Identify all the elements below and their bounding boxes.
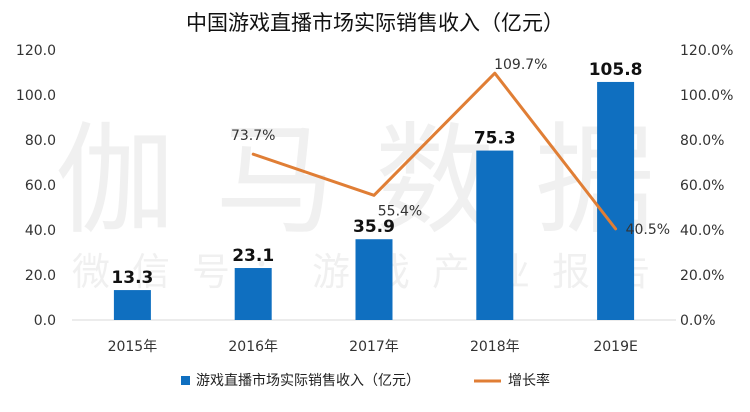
- growth-point-label: 55.4%: [378, 203, 422, 219]
- right-axis-tick: 80.0%: [680, 133, 724, 149]
- left-axis-tick: 0.0: [34, 313, 56, 329]
- right-axis-tick: 20.0%: [680, 268, 724, 284]
- growth-point-label: 109.7%: [494, 57, 547, 73]
- bar: [355, 239, 393, 320]
- line-labels: 73.7% 55.4% 109.7% 40.5%: [231, 57, 670, 238]
- legend-label-bar: 游戏直播市场实际销售收入（亿元）: [196, 372, 420, 389]
- x-axis-tick: 2019E: [593, 339, 637, 355]
- bar: [113, 290, 151, 320]
- right-axis-tick: 60.0%: [680, 178, 724, 194]
- bar-labels: 13.3 23.1 35.9 75.3 105.8: [111, 60, 642, 288]
- growth-point-label: 40.5%: [626, 222, 670, 238]
- bar-series: [113, 81, 635, 320]
- right-axis-tick: 120.0%: [680, 43, 733, 59]
- growth-line: [251, 71, 618, 231]
- bar-value-label: 13.3: [111, 268, 153, 288]
- bar-value-label: 105.8: [589, 60, 643, 80]
- left-axis-tick: 100.0: [16, 88, 56, 104]
- x-axis-tick: 2017年: [349, 339, 399, 355]
- left-axis-tick: 120.0: [16, 43, 56, 59]
- legend-swatch-bar: [181, 376, 190, 385]
- legend-label-line: 增长率: [508, 372, 550, 389]
- right-axis-tick: 40.0%: [680, 223, 724, 239]
- x-axis-tick: 2016年: [228, 339, 278, 355]
- right-axis-tick: 0.0%: [680, 313, 716, 329]
- right-axis-tick: 100.0%: [680, 88, 733, 104]
- x-axis-ticks: 2015年 2016年 2017年 2018年 2019E: [108, 339, 638, 355]
- chart-title: 中国游戏直播市场实际销售收入（亿元）: [186, 11, 564, 35]
- bar: [476, 150, 514, 320]
- bar: [597, 81, 635, 320]
- left-axis-tick: 40.0: [25, 223, 56, 239]
- bar-value-label: 23.1: [232, 246, 274, 266]
- x-axis-tick: 2018年: [470, 339, 520, 355]
- watermark-main: 伽马数据: [55, 112, 695, 251]
- line-series: [251, 71, 618, 231]
- left-axis-tick: 60.0: [25, 178, 56, 194]
- growth-point-label: 73.7%: [231, 128, 275, 144]
- bar-value-label: 35.9: [353, 217, 395, 237]
- right-axis: 0.0% 20.0% 40.0% 60.0% 80.0% 100.0% 120.0%: [680, 43, 733, 329]
- x-axis-tick: 2015年: [108, 339, 158, 355]
- bar: [234, 268, 272, 320]
- left-axis-tick: 80.0: [25, 133, 56, 149]
- left-axis: 0.0 20.0 40.0 60.0 80.0 100.0 120.0: [16, 43, 56, 329]
- legend: 游戏直播市场实际销售收入（亿元） 增长率: [181, 372, 550, 389]
- left-axis-tick: 20.0: [25, 268, 56, 284]
- bar-value-label: 75.3: [474, 129, 516, 149]
